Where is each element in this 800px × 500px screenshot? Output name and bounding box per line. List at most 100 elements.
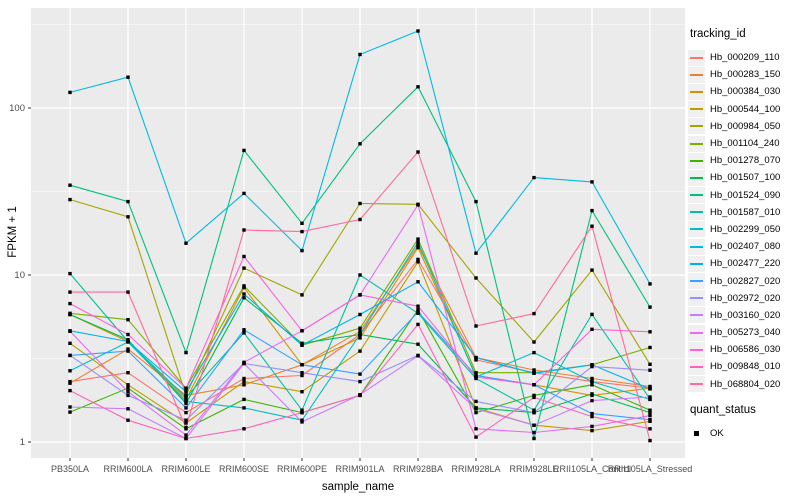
series-color-line-icon xyxy=(690,331,703,334)
data-point xyxy=(184,418,188,422)
data-point xyxy=(300,248,304,253)
data-point xyxy=(68,301,72,306)
data-point xyxy=(68,197,72,202)
legend-label: Hb_005273_040 xyxy=(710,327,781,339)
legend-key-line-swatch xyxy=(688,152,705,169)
data-point xyxy=(358,329,362,333)
legend-item: Hb_000384_030 xyxy=(688,83,800,100)
legend-item: Hb_003160_020 xyxy=(688,307,800,324)
data-point xyxy=(416,29,420,33)
data-point xyxy=(358,217,362,222)
data-point xyxy=(590,363,594,367)
data-point xyxy=(184,406,188,410)
legend-item: Hb_001587_010 xyxy=(688,204,800,221)
data-point xyxy=(300,420,304,424)
legend-key-line-swatch xyxy=(688,341,705,358)
data-point xyxy=(532,408,536,412)
data-point xyxy=(416,260,420,264)
data-point xyxy=(474,375,478,379)
data-point xyxy=(68,312,72,317)
data-point xyxy=(532,340,536,344)
series-color-line-icon xyxy=(690,56,703,59)
legend-label: Hb_009848_010 xyxy=(710,361,781,373)
quant-status-label: OK xyxy=(710,427,724,439)
data-point xyxy=(358,372,362,376)
data-point xyxy=(242,284,246,288)
data-point xyxy=(474,399,478,404)
data-point xyxy=(300,343,304,347)
legend-item: Hb_001278_070 xyxy=(688,152,800,169)
legend-label: Hb_068804_020 xyxy=(710,378,781,390)
data-point xyxy=(590,398,594,403)
data-point xyxy=(590,312,594,317)
legend-label: Hb_001524_090 xyxy=(710,189,781,201)
data-point xyxy=(358,52,362,57)
data-point xyxy=(242,328,246,332)
legend-key-line-swatch xyxy=(688,101,705,118)
data-point xyxy=(126,383,130,387)
legend-key-line-swatch xyxy=(688,324,705,341)
data-point xyxy=(648,330,652,334)
data-point xyxy=(358,393,362,398)
data-point xyxy=(590,414,594,419)
data-point xyxy=(126,332,130,337)
data-point xyxy=(242,292,246,296)
series-color-line-icon xyxy=(690,348,703,351)
data-point xyxy=(648,418,652,422)
x-tick-label: RRIM600PE xyxy=(277,464,327,474)
data-point xyxy=(126,290,130,294)
data-point xyxy=(358,293,362,297)
series-color-line-icon xyxy=(690,73,703,76)
data-point xyxy=(416,310,420,314)
data-point xyxy=(184,350,188,355)
series-color-line-icon xyxy=(690,314,703,317)
data-point xyxy=(184,390,188,394)
data-point xyxy=(590,411,594,416)
legend-item: Hb_002972_020 xyxy=(688,290,800,307)
data-point xyxy=(416,245,420,250)
legend-item: Hb_002477_220 xyxy=(688,255,800,272)
data-point xyxy=(184,421,188,425)
data-point xyxy=(68,405,72,409)
data-point xyxy=(416,280,420,284)
data-point xyxy=(474,371,478,375)
legend-key-line-swatch xyxy=(688,376,705,393)
data-point xyxy=(590,392,594,396)
legend-item: Hb_068804_020 xyxy=(688,376,800,393)
data-point xyxy=(532,423,536,427)
data-point xyxy=(648,413,652,418)
legend-item: Hb_000209_110 xyxy=(688,49,800,66)
data-point xyxy=(532,371,536,375)
data-point xyxy=(126,390,130,394)
ok-point-marker xyxy=(694,430,699,436)
data-point xyxy=(300,408,304,412)
data-point xyxy=(300,373,304,378)
legend-item: Hb_000544_100 xyxy=(688,101,800,118)
series-color-line-icon xyxy=(690,125,703,128)
series-color-line-icon xyxy=(690,297,703,300)
data-point xyxy=(68,381,72,385)
data-point xyxy=(300,329,304,333)
data-point xyxy=(358,273,362,277)
data-point xyxy=(532,350,536,355)
data-point xyxy=(242,427,246,431)
data-point xyxy=(242,379,246,384)
data-point xyxy=(648,305,652,309)
series-color-line-icon xyxy=(690,194,703,197)
data-point xyxy=(126,339,130,344)
legend-label: Hb_002827_020 xyxy=(710,275,781,287)
data-point xyxy=(126,75,130,79)
legend-label: Hb_001104_240 xyxy=(710,138,780,150)
data-point xyxy=(126,418,130,422)
data-point xyxy=(184,395,188,400)
series-color-line-icon xyxy=(690,228,703,231)
data-point xyxy=(416,308,420,312)
legend-key-line-swatch xyxy=(688,238,705,255)
data-point xyxy=(532,430,536,435)
x-tick-label: RRIM928LE xyxy=(509,464,558,474)
data-point xyxy=(242,331,246,335)
data-point xyxy=(68,271,72,276)
legend: tracking_id Hb_000209_110 Hb_000283_150 Hb… xyxy=(688,28,800,442)
